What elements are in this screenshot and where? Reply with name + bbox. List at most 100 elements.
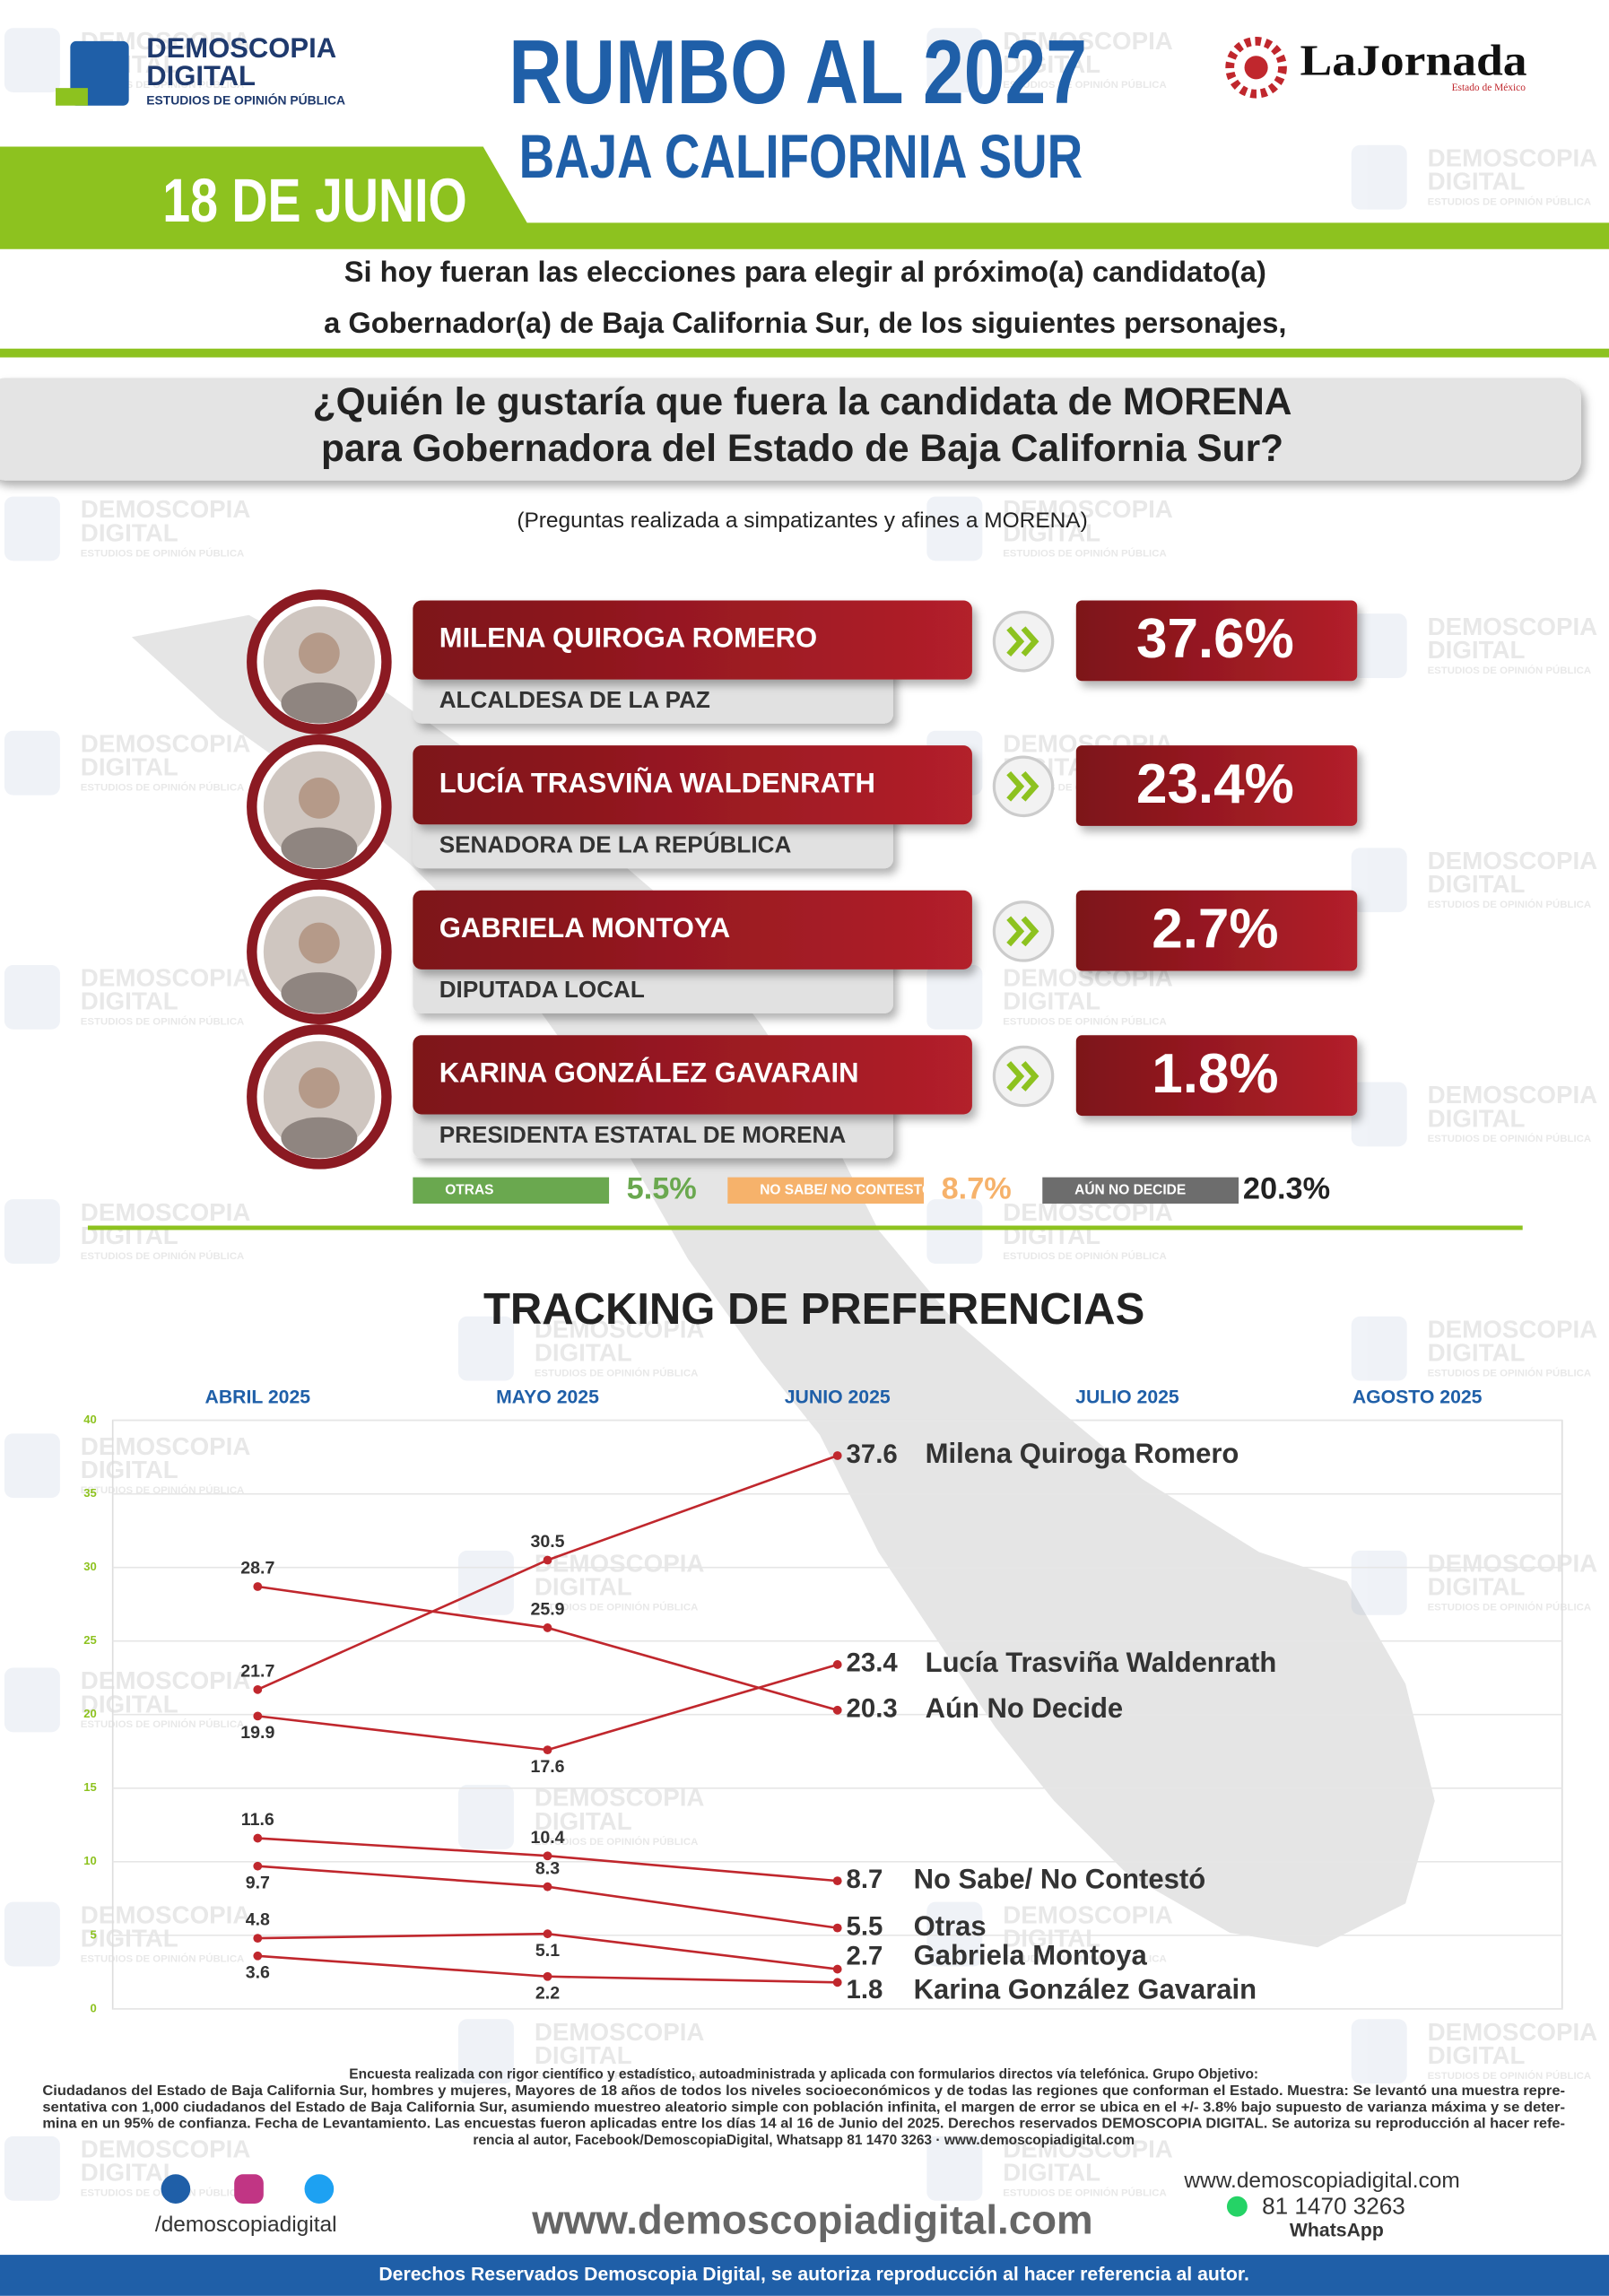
data-point <box>543 1555 552 1565</box>
watermark-text: DIGITAL <box>1428 870 1526 898</box>
watermark-text: DEMOSCOPIA <box>1428 847 1598 874</box>
chart-title: TRACKING DE PREFERENCIAS <box>483 1285 1144 1334</box>
other-label: OTRAS <box>445 1182 493 1197</box>
question-line: ¿Quién le gustaría que fuera la candidat… <box>313 380 1292 422</box>
data-point <box>832 1451 842 1460</box>
watermark-text: ESTUDIOS DE OPINIÓN PÚBLICA <box>1003 2187 1167 2199</box>
value-label: 28.7 <box>240 1559 274 1578</box>
value-label: 10.4 <box>530 1828 564 1848</box>
watermark-text: DIGITAL <box>535 1807 632 1835</box>
other-result: 8.7% <box>942 1171 1012 1205</box>
candidate-name: LUCÍA TRASVIÑA WALDENRATH <box>439 767 875 798</box>
watermark-text: DEMOSCOPIA <box>1428 2018 1598 2046</box>
data-point <box>253 1833 263 1843</box>
watermark-mark <box>4 1901 60 1967</box>
name-bar <box>413 600 972 680</box>
line-chart: 0 5 10 15 20 25 30 35 40 ABRIL 2025 MAYO 2025 JUNIO… <box>83 1387 1562 2014</box>
watermark-text: ESTUDIOS DE OPINIÓN PÚBLICA <box>81 547 245 559</box>
watermark-text: DEMOSCOPIA <box>1428 613 1598 640</box>
y-tick-label: 0 <box>90 2001 96 2014</box>
watermark-mark <box>926 1199 983 1264</box>
watermark-mark <box>926 1901 983 1967</box>
watermark-text: DEMOSCOPIA <box>1428 1081 1598 1109</box>
watermark-text: DEMOSCOPIA <box>81 729 251 757</box>
series-name-label: Karina González Gavarain <box>914 1973 1257 2005</box>
watermark-mark <box>4 1433 60 1499</box>
brand2: DIGITAL <box>146 60 256 91</box>
watermark-text: DEMOSCOPIA <box>81 1198 251 1226</box>
name-bar <box>413 745 972 825</box>
watermark-mark <box>4 964 60 1030</box>
candidates: MILENA QUIROGA ROMERO ALCALDESA DE LA PAZ… <box>247 589 1358 1170</box>
value-label: 2.2 <box>535 1984 560 2004</box>
candidate-row: MILENA QUIROGA ROMERO ALCALDESA DE LA PAZ… <box>247 589 1358 735</box>
candidate-result: 23.4% <box>1136 753 1294 815</box>
watermark-mark <box>1351 613 1407 679</box>
watermark-mark <box>4 1667 60 1733</box>
photo-figure <box>281 1117 358 1159</box>
x-tick-label: JUNIO 2025 <box>785 1387 891 1408</box>
watermark-text: DIGITAL <box>81 1690 178 1718</box>
value-label: 8.3 <box>535 1858 560 1878</box>
candidate-row: LUCÍA TRASVIÑA WALDENRATH SENADORA DE LA … <box>247 734 1358 880</box>
other-bar <box>1042 1177 1239 1205</box>
value-label: 19.9 <box>240 1723 274 1743</box>
x-tick-label: ABRIL 2025 <box>205 1387 311 1408</box>
twitter-icon <box>304 2174 335 2204</box>
watermark-text: DEMOSCOPIA <box>1428 1550 1598 1578</box>
other-result: 20.3% <box>1243 1171 1330 1205</box>
watermark-text: ESTUDIOS DE OPINIÓN PÚBLICA <box>81 1952 245 1964</box>
candidate-result: 2.7% <box>1152 898 1278 960</box>
watermark-mark <box>457 1785 514 1849</box>
watermark-text: DEMOSCOPIA <box>1428 144 1598 171</box>
y-tick-label: 30 <box>83 1560 97 1573</box>
watermark-mark <box>457 1316 514 1381</box>
candidate-result: 37.6% <box>1136 608 1294 670</box>
watermark-text: ESTUDIOS DE OPINIÓN PÚBLICA <box>81 1484 245 1496</box>
watermark-text: DIGITAL <box>1428 636 1526 664</box>
series-line <box>257 1663 839 1752</box>
social-handle: /demoscopiadigital <box>155 2213 337 2237</box>
watermark-text: DIGITAL <box>81 987 178 1015</box>
watermark-text: ESTUDIOS DE OPINIÓN PÚBLICA <box>1003 79 1167 91</box>
methodology: Encuesta realizada con rigor científico … <box>42 2066 1565 2148</box>
photo-face <box>299 632 340 674</box>
end-value-label: 1.8 <box>847 1975 883 2005</box>
others: OTRAS 5.5% NO SABE/ NO CONTESTÓ 8.7% AÚN NO … <box>413 1171 1330 1205</box>
data-point <box>253 1934 263 1943</box>
end-value-label: 20.3 <box>847 1694 898 1724</box>
watermark-text: ESTUDIOS DE OPINIÓN PÚBLICA <box>81 1016 245 1028</box>
series-name-label: Aún No Decide <box>926 1692 1123 1724</box>
watermark-mark <box>457 1550 514 1615</box>
y-tick-label: 20 <box>83 1707 97 1720</box>
watermark-text: ESTUDIOS DE OPINIÓN PÚBLICA <box>81 1250 245 1262</box>
value-label: 21.7 <box>240 1661 274 1681</box>
logo-mark-accent <box>56 88 88 106</box>
partner-tag: Estado de México <box>1452 83 1526 93</box>
watermark-mark <box>1351 1550 1407 1615</box>
watermark-mark <box>1351 144 1407 210</box>
y-tick-label: 10 <box>83 1854 97 1867</box>
data-point <box>543 1851 552 1861</box>
question-box <box>0 378 1581 481</box>
photo-figure <box>281 682 358 724</box>
series-name-label: Gabriela Montoya <box>914 1940 1148 1971</box>
watermark-text: DIGITAL <box>81 2159 178 2187</box>
candidate-row: GABRIELA MONTOYA DIPUTADA LOCAL 2.7% <box>247 879 1358 1025</box>
x-tick-label: JULIO 2025 <box>1075 1387 1179 1408</box>
watermark-text: DIGITAL <box>535 2041 632 2069</box>
website: www.demoscopiadigital.com <box>531 2196 1092 2242</box>
watermark-text: DEMOSCOPIA <box>81 964 251 992</box>
watermark-text: ESTUDIOS DE OPINIÓN PÚBLICA <box>1003 1016 1167 1028</box>
data-point <box>832 1705 842 1715</box>
data-point <box>253 1684 263 1694</box>
